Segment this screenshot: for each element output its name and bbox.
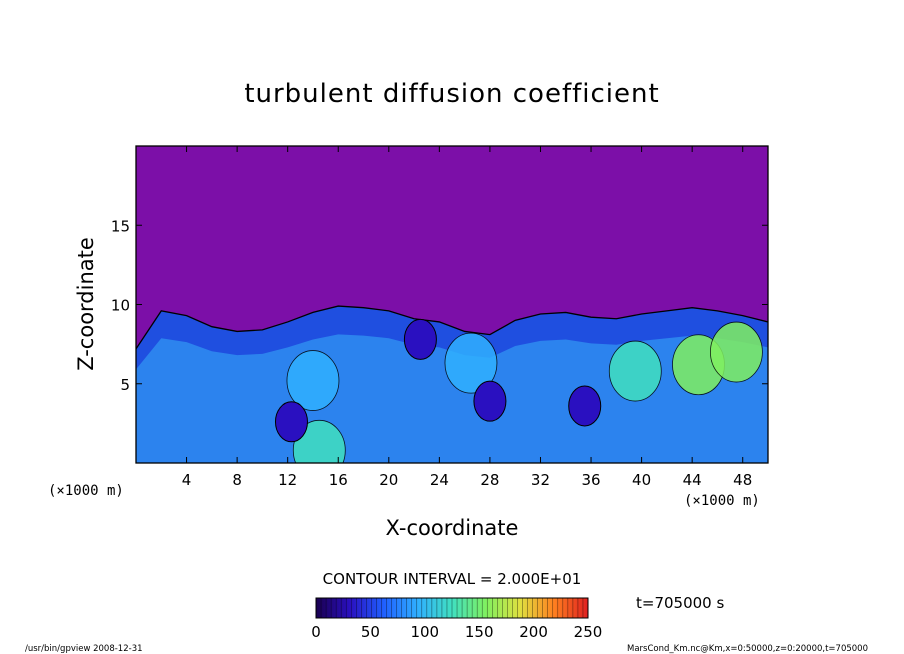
strong-patch-4 — [710, 321, 763, 383]
x-tick-label-8: 8 — [232, 471, 242, 489]
colorbar-tick-0: 0 — [311, 623, 321, 641]
colorbar-tick-200: 200 — [519, 623, 548, 641]
strong-patch-5 — [292, 419, 346, 463]
weak-pocket-1 — [403, 318, 437, 360]
colorbar-tick-250: 250 — [574, 623, 603, 641]
x-tick-label-44: 44 — [683, 471, 702, 489]
colorbar-tick-100: 100 — [410, 623, 439, 641]
x-unit-left: (×1000 m) — [48, 483, 124, 499]
x-tick-label-12: 12 — [278, 471, 297, 489]
contour-interval: CONTOUR INTERVAL = 2.000E+01 — [323, 570, 582, 588]
strong-patch-0 — [286, 350, 340, 411]
x-tick-label-32: 32 — [531, 471, 550, 489]
x-tick-label-16: 16 — [329, 471, 348, 489]
x-axis-label: X-coordinate — [386, 516, 519, 540]
y-tick-label-10: 10 — [111, 297, 130, 315]
colorbar: 0 50 100 150 200 250 — [311, 597, 602, 641]
colorbar-tick-labels: 0 50 100 150 200 250 — [311, 623, 602, 641]
x-tick-label-36: 36 — [581, 471, 600, 489]
strong-patch-2 — [608, 340, 662, 402]
weak-pocket-3 — [568, 385, 602, 427]
plot-area — [135, 145, 769, 464]
colorbar-tick-50: 50 — [361, 623, 380, 641]
x-axis-ticks: 4 8 12 16 20 24 28 32 36 40 44 48 — [182, 146, 752, 489]
y-tick-label-15: 15 — [111, 217, 130, 235]
chart-title: turbulent diffusion coefficient — [244, 79, 659, 109]
x-unit-right: (×1000 m) — [684, 493, 760, 509]
x-tick-label-4: 4 — [182, 471, 192, 489]
colorbar-frame — [315, 597, 589, 619]
field-layer — [136, 305, 768, 463]
weak-pocket-0 — [274, 401, 308, 443]
strong-patch-1 — [444, 332, 498, 394]
time-label: t=705000 s — [636, 594, 724, 612]
x-tick-label-48: 48 — [733, 471, 752, 489]
x-tick-label-20: 20 — [379, 471, 398, 489]
colorbar-stripes — [320, 598, 584, 618]
x-tick-label-40: 40 — [632, 471, 651, 489]
x-tick-label-24: 24 — [430, 471, 449, 489]
y-tick-label-5: 5 — [120, 376, 130, 394]
weak-pocket-2 — [473, 380, 507, 422]
boundary-layer-contour — [136, 305, 768, 350]
footer-right: MarsCond_Km.nc@Km,x=0:50000,z=0:20000,t=… — [627, 644, 868, 654]
x-tick-label-28: 28 — [480, 471, 499, 489]
colorbar-tick-150: 150 — [465, 623, 494, 641]
y-axis-label: Z-coordinate — [74, 237, 98, 371]
footer-left: /usr/bin/gpview 2008-12-31 — [25, 644, 143, 654]
y-axis-ticks: 5 10 15 — [111, 217, 768, 394]
